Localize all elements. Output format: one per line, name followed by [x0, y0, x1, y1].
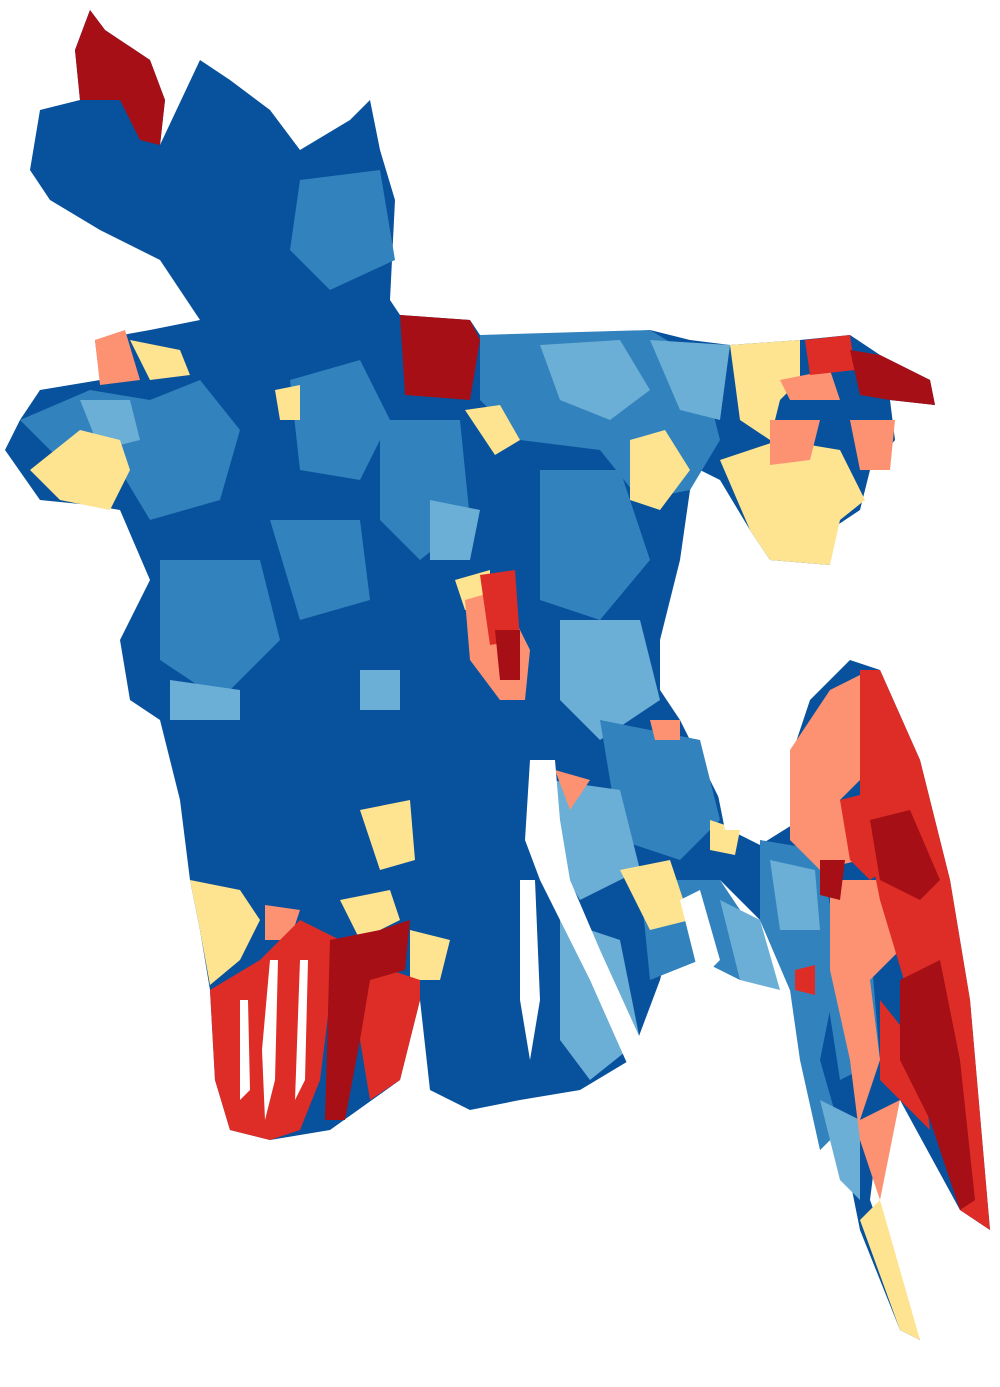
region — [75, 10, 165, 145]
region — [830, 880, 900, 1200]
region — [620, 860, 690, 930]
region — [650, 720, 680, 740]
region — [430, 500, 480, 560]
region — [170, 680, 240, 720]
river — [520, 880, 540, 1060]
region — [360, 960, 420, 1100]
river — [295, 960, 308, 1100]
region — [560, 620, 660, 740]
region — [860, 1200, 920, 1340]
river — [680, 890, 720, 980]
region — [770, 860, 820, 930]
region — [540, 470, 650, 620]
region — [720, 900, 780, 990]
region — [465, 405, 520, 455]
region — [805, 335, 855, 375]
region — [270, 520, 370, 620]
region — [30, 430, 130, 510]
river — [715, 780, 740, 830]
region — [20, 380, 240, 520]
region — [770, 420, 820, 465]
region — [410, 930, 450, 980]
region — [555, 770, 590, 810]
region — [730, 340, 800, 440]
region — [275, 385, 300, 420]
region — [870, 810, 940, 900]
region — [650, 340, 730, 420]
region — [95, 330, 140, 385]
region — [360, 670, 400, 710]
region — [550, 780, 640, 900]
river — [600, 1000, 660, 1090]
region — [850, 420, 895, 470]
region — [820, 860, 845, 900]
region — [160, 560, 280, 700]
region — [780, 370, 840, 400]
region — [480, 570, 520, 645]
region — [820, 1100, 860, 1200]
region — [130, 340, 190, 380]
region — [290, 170, 395, 290]
region — [495, 630, 520, 680]
region — [190, 880, 260, 985]
region — [290, 360, 390, 480]
region — [540, 340, 650, 420]
region — [600, 720, 720, 860]
region — [360, 800, 415, 870]
region — [630, 430, 690, 510]
region — [790, 670, 880, 870]
river — [262, 960, 278, 1120]
region — [325, 920, 410, 1120]
region — [400, 315, 480, 400]
river — [240, 1000, 250, 1100]
river — [525, 760, 650, 1070]
region — [850, 350, 935, 405]
region — [795, 965, 815, 995]
region — [340, 890, 400, 940]
region — [720, 440, 865, 565]
region — [900, 960, 975, 1210]
